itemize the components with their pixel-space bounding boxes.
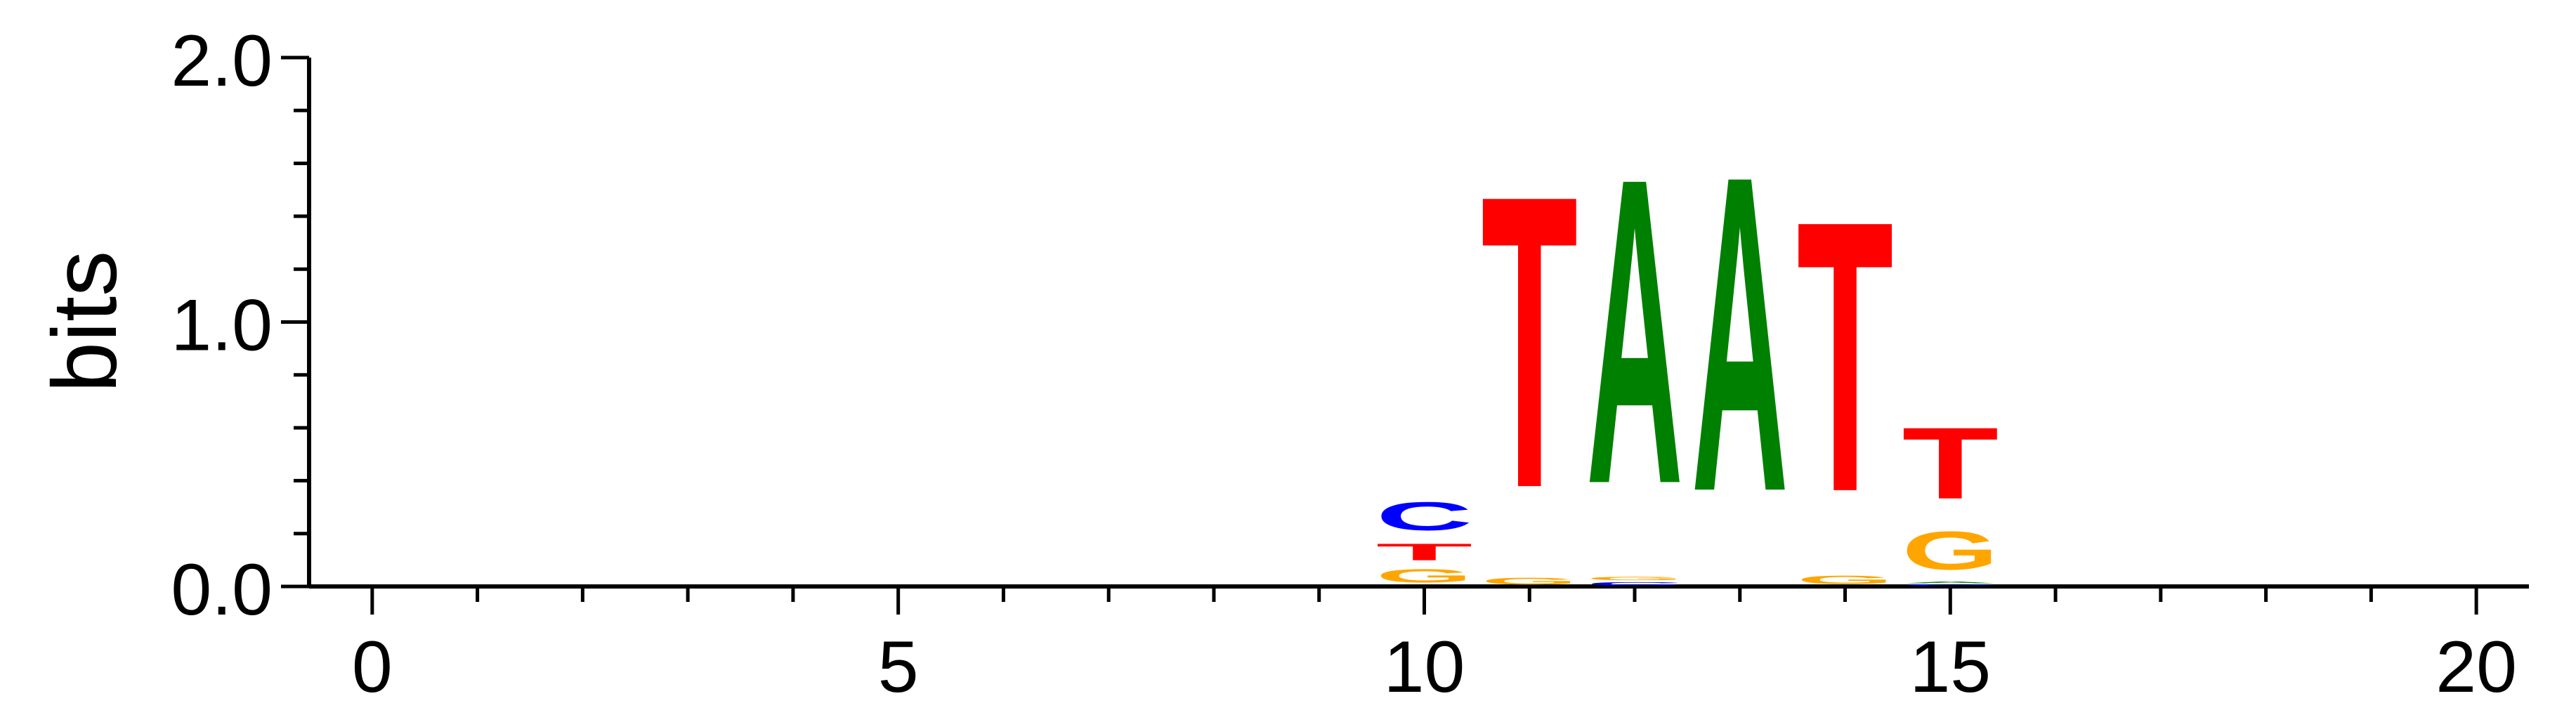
logo-letter-glyph: G <box>1797 573 1894 586</box>
logo-letter-glyph: C <box>1376 494 1473 539</box>
logo-letter-T: T <box>1481 109 1578 575</box>
x-tick-label: 5 <box>878 626 919 708</box>
logo-letter-G: G <box>1902 520 1999 581</box>
logo-letter-C: C <box>1902 584 1999 586</box>
logo-letter-glyph: G <box>1481 576 1578 586</box>
y-axis-label: bits <box>33 251 136 393</box>
logo-letter-glyph: A <box>1586 88 1683 575</box>
logo-letter-glyph: A <box>1692 83 1789 586</box>
logo-letter-A: A <box>1902 581 1999 584</box>
x-tick-label: 10 <box>1384 626 1465 708</box>
x-tick-label: 20 <box>2436 626 2517 708</box>
logo-letter-glyph: T <box>1797 141 1894 573</box>
logo-letter-C: C <box>1376 494 1473 539</box>
logo-letter-T: T <box>1902 407 1999 520</box>
logo-letter-glyph: T <box>1481 109 1578 575</box>
logo-letter-C: C <box>1586 581 1683 586</box>
logo-letter-A: A <box>1586 88 1683 575</box>
logo-letter-G: G <box>1586 576 1683 582</box>
logo-letter-glyph: A <box>1902 581 1999 584</box>
logo-letter-T: T <box>1797 141 1894 573</box>
logo-letter-G: G <box>1481 576 1578 586</box>
logo-letter-G: G <box>1376 565 1473 586</box>
logo-letter-glyph: T <box>1902 407 1999 520</box>
logo-letter-glyph: G <box>1376 565 1473 586</box>
logo-letter-glyph: G <box>1586 576 1683 582</box>
y-tick-label: 2.0 <box>171 20 273 102</box>
logo-letter-glyph: C <box>1902 584 1999 586</box>
y-tick-label: 0.0 <box>171 549 273 631</box>
logo-letter-glyph: G <box>1902 520 1999 581</box>
logo-letter-glyph: C <box>1586 581 1683 586</box>
logo-letter-T: T <box>1376 539 1473 565</box>
logo-letter-G: G <box>1797 573 1894 586</box>
axes: 0.0 1.0 2.0 0 5 10 15 20 <box>171 20 2529 708</box>
y-tick-label: 1.0 <box>171 285 273 367</box>
logo-letter-A: A <box>1692 83 1789 586</box>
x-tick-label: 0 <box>352 626 393 708</box>
logo-letter-glyph: T <box>1376 539 1473 565</box>
x-tick-label: 15 <box>1909 626 1991 708</box>
